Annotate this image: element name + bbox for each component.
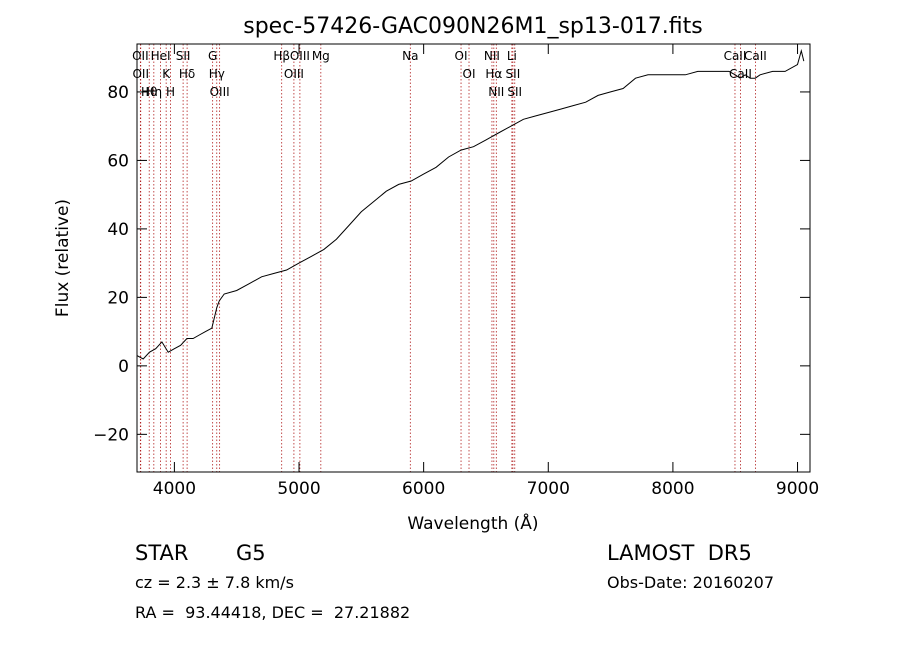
x-tick-label: 4000: [153, 479, 196, 499]
spectral-line-label: SII: [176, 49, 191, 63]
y-tick-label: −20: [93, 425, 129, 445]
spectral-line-label: CaII: [724, 49, 747, 63]
observation-date: Obs-Date: 20160207: [607, 573, 775, 592]
spectral-line-label: OIII: [290, 49, 310, 63]
spectral-line-label: HeI: [151, 49, 171, 63]
plot-frame: [136, 43, 811, 473]
y-tick-label: 0: [118, 357, 129, 377]
spectrum-chart: spec-57426-GAC090N26M1_sp13-017.fits OII…: [53, 14, 819, 534]
spectral-line-label: OIII: [210, 85, 230, 99]
x-tick-label: 8000: [651, 479, 694, 499]
spectral-line-label: CaII: [744, 49, 767, 63]
chart-title: spec-57426-GAC090N26M1_sp13-017.fits: [243, 14, 703, 39]
redshift-cz: cz = 2.3 ± 7.8 km/s: [135, 573, 294, 592]
spectral-line-label: Na: [402, 49, 418, 63]
spectral-line-label: K: [162, 67, 171, 81]
x-tick-label: 5000: [277, 479, 320, 499]
spectrum-series: [136, 48, 805, 360]
object-class: STAR: [135, 541, 189, 565]
spectral-line-label: Hη: [146, 85, 163, 99]
spectral-line-label: Li: [507, 49, 517, 63]
spectral-line-label: NII: [484, 49, 500, 63]
spectral-line-label: H: [166, 85, 175, 99]
spectral-line-label: Hδ: [179, 67, 195, 81]
x-tick-label: 7000: [527, 479, 570, 499]
spectral-line-label: CaII: [729, 67, 752, 81]
spectral-line-label: OIII: [284, 67, 304, 81]
spectral-line-label: Hβ: [273, 49, 290, 63]
spectral-line-label: SII: [507, 85, 522, 99]
y-tick-label: 60: [107, 151, 129, 171]
spectral-line-label: OI: [463, 67, 476, 81]
spectral-line-label: Mg: [312, 49, 330, 63]
axes: 4000 5000 6000 7000 8000 9000 −20 0 20 40 60 80: [93, 44, 819, 499]
y-tick-label: 80: [107, 83, 129, 103]
spectral-line-label: Hγ: [209, 67, 225, 81]
spectral-line-label: Hα: [485, 67, 502, 81]
x-tick-label: 9000: [776, 479, 819, 499]
survey-name: LAMOST DR5: [607, 541, 752, 565]
x-tick-label: 6000: [402, 479, 445, 499]
spectral-line-label: OII: [132, 67, 149, 81]
spectral-subclass: G5: [236, 541, 266, 565]
x-axis-label: Wavelength (Å): [407, 512, 538, 534]
y-tick-label: 20: [107, 288, 129, 308]
spectral-line-label: OII: [132, 49, 149, 63]
sky-coordinates: RA = 93.44418, DEC = 27.21882: [135, 603, 411, 622]
y-tick-label: 40: [107, 220, 129, 240]
spectral-line-label: NII: [488, 85, 504, 99]
spectral-line-label: SII: [506, 67, 521, 81]
spectral-line-markers: [139, 44, 756, 472]
y-axis-label: Flux (relative): [53, 199, 73, 317]
spectral-line-label: G: [208, 49, 217, 63]
spectral-line-label: Hθ: [141, 85, 157, 99]
spectrum-line: [136, 48, 805, 360]
spectral-line-label: OI: [455, 49, 468, 63]
